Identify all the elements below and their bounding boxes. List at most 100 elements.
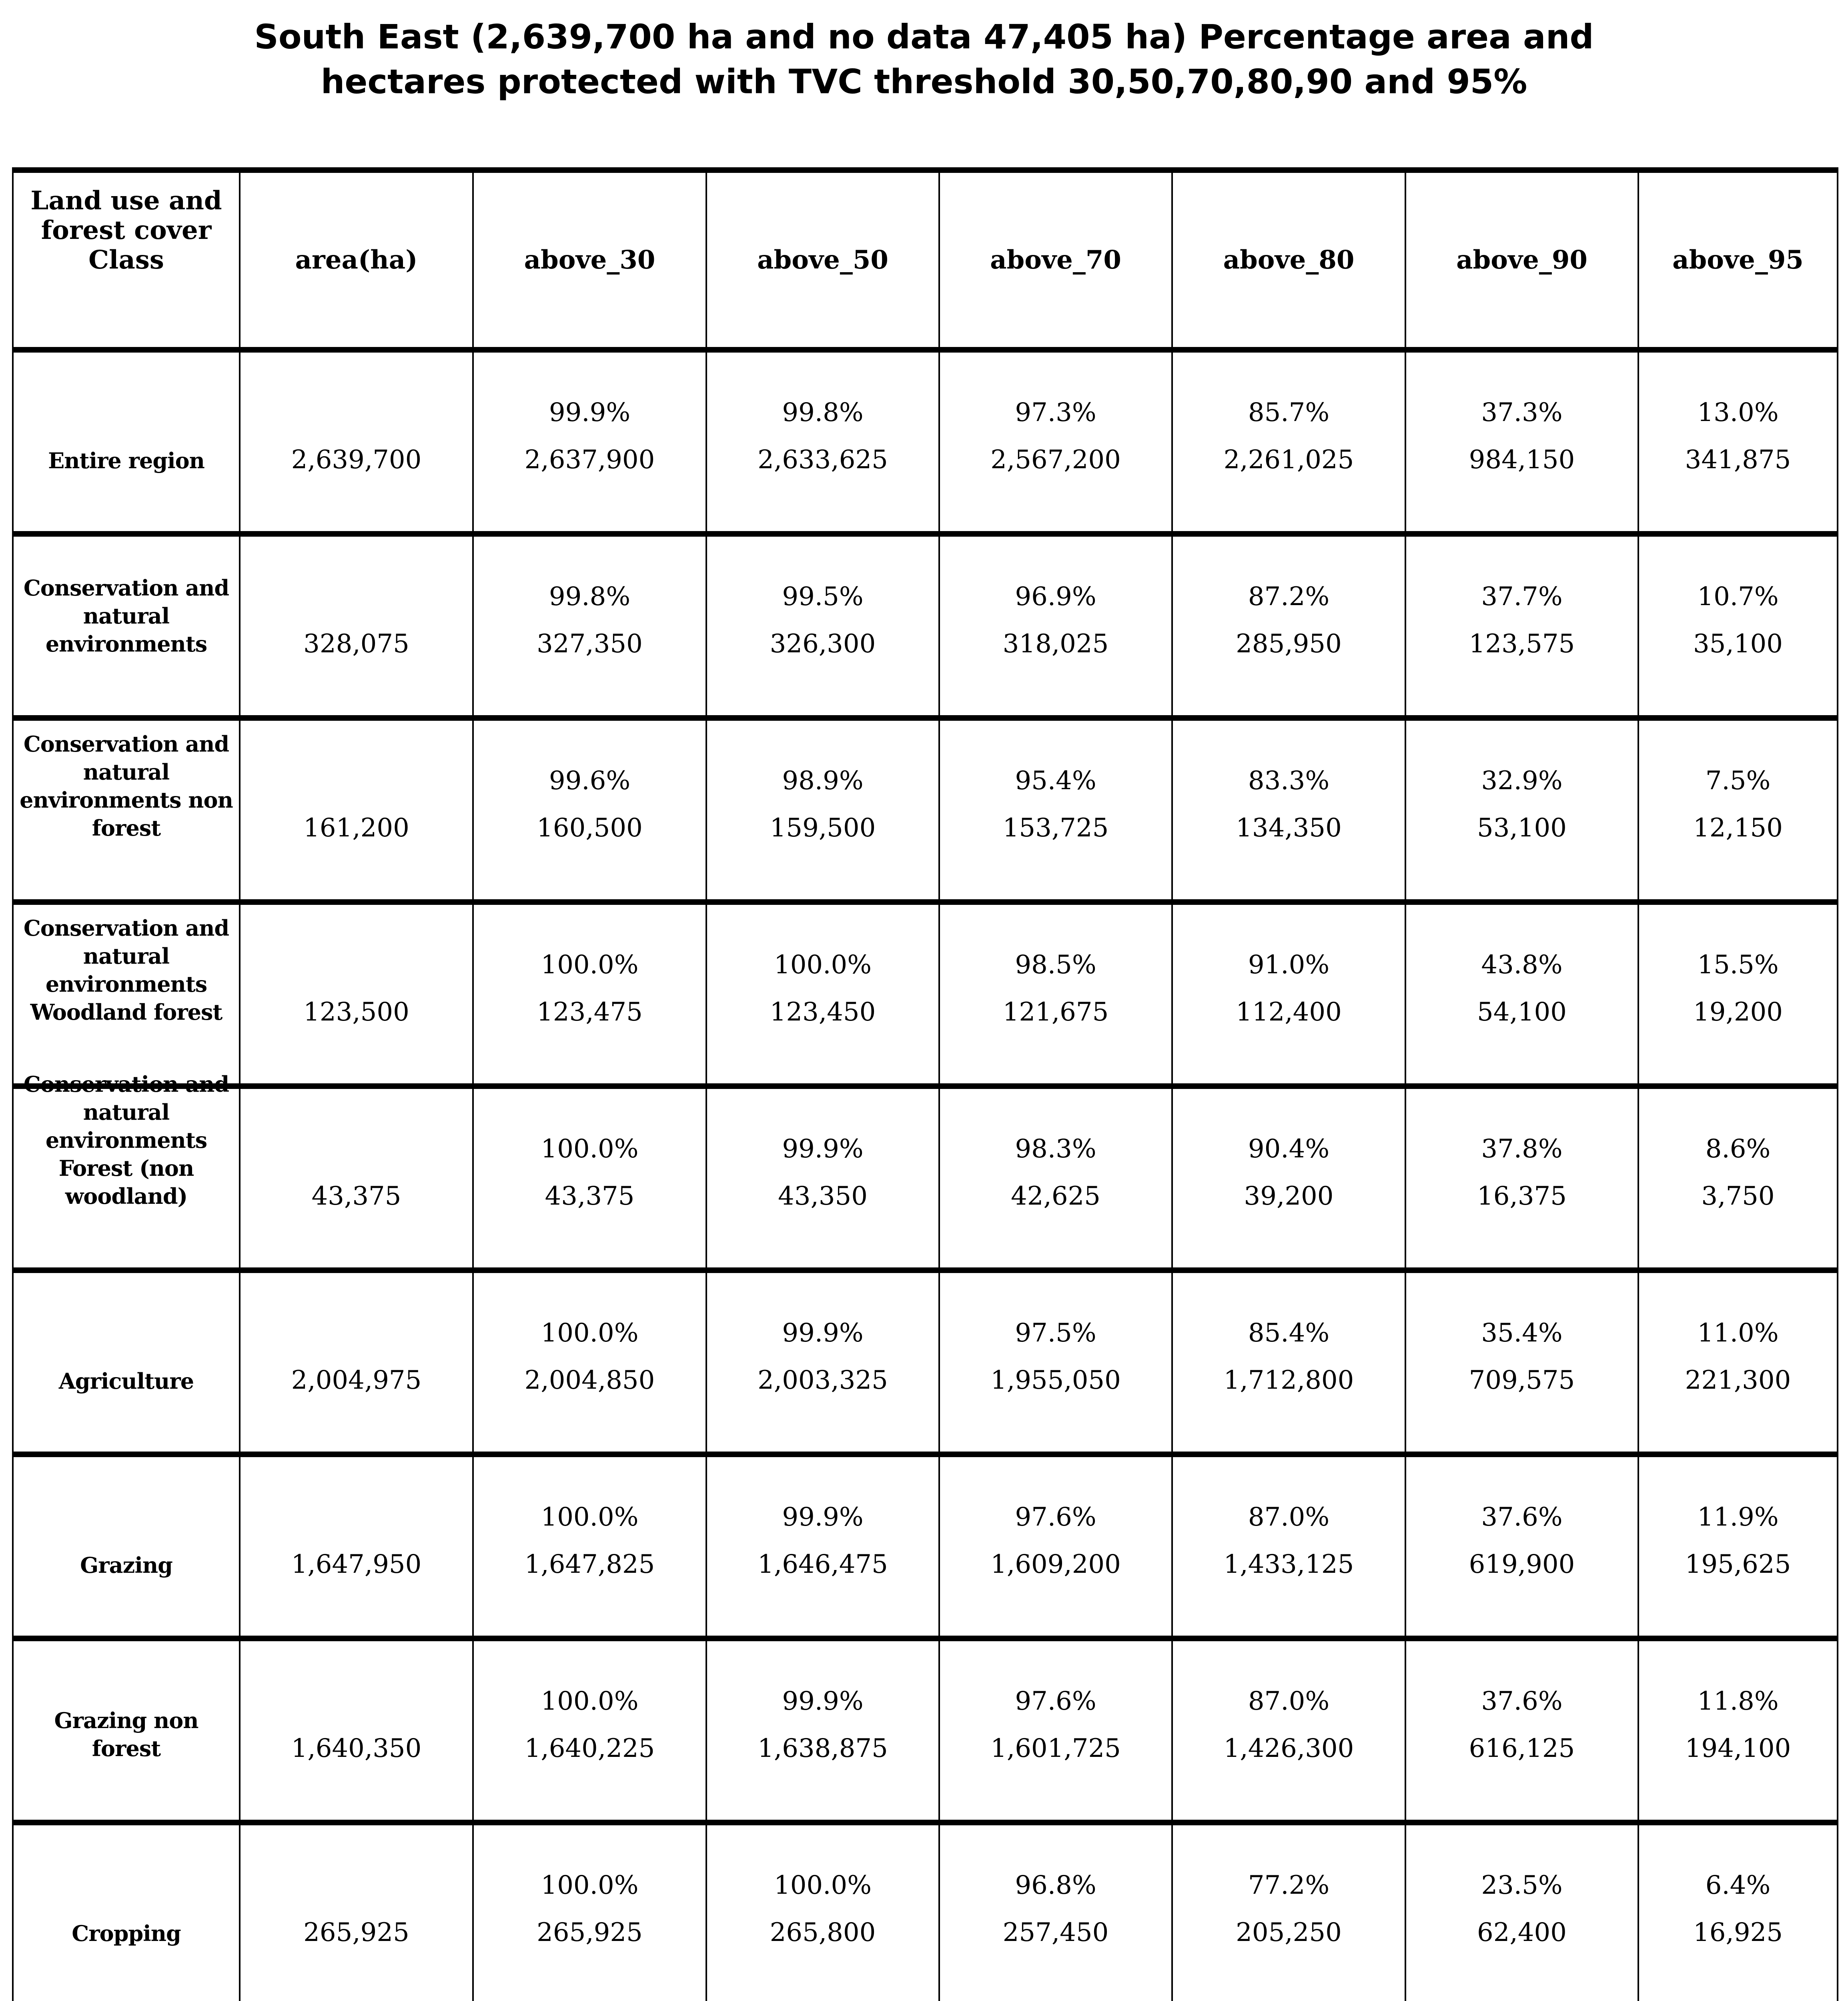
pct-ha-value: 100.0% 123,475 xyxy=(537,950,643,1027)
row-label: Conservation and natural environments no… xyxy=(20,731,233,841)
value-cell: 99.5% 326,300 xyxy=(706,531,940,718)
pct-ha-value: 99.6% 160,500 xyxy=(537,766,643,843)
value-cell: 10.7% 35,100 xyxy=(1638,531,1838,718)
pct-ha-value: 83.3% 134,350 xyxy=(1236,766,1342,843)
value-cell: 90.4% 39,200 xyxy=(1171,1083,1406,1270)
tvc-protection-table-wrap: Land use and forest cover Class area(ha) a… xyxy=(12,167,1838,2001)
value-cell: 11.0% 221,300 xyxy=(1638,1267,1838,1454)
pct-ha-value: 7.5% 12,150 xyxy=(1693,766,1783,843)
value-cell: 77.2% 205,250 xyxy=(1171,1820,1406,2001)
pct-ha-value: 37.6% 616,125 xyxy=(1469,1686,1575,1763)
value-cell: 98.5% 121,675 xyxy=(938,899,1173,1086)
pct-ha-value: 77.2% 205,250 xyxy=(1236,1871,1342,1947)
row-label: Conservation and natural environments Wo… xyxy=(23,915,229,1025)
tvc-protection-table: Land use and forest cover Class area(ha) a… xyxy=(12,167,1838,2001)
value-cell: 97.5% 1,955,050 xyxy=(938,1267,1173,1454)
value-cell: 7.5% 12,150 xyxy=(1638,715,1838,902)
table-row: Grazing 1,647,950 100.0% 1,647,825 99.9% 1,… xyxy=(12,1452,1838,1638)
pct-ha-value: 43.8% 54,100 xyxy=(1477,950,1567,1027)
table-body: Entire region 2,639,700 99.9% 2,637,900 99.… xyxy=(12,347,1838,2001)
area-cell: 43,375 xyxy=(239,1083,474,1270)
table-row: Conservation and natural environments no… xyxy=(12,715,1838,902)
area-value: 265,925 xyxy=(303,1918,409,1947)
pct-ha-value: 98.9% 159,500 xyxy=(770,766,876,843)
pct-ha-value: 97.3% 2,567,200 xyxy=(990,398,1121,475)
column-header-text: above_95 xyxy=(1672,245,1804,275)
pct-ha-value: 85.7% 2,261,025 xyxy=(1223,398,1354,475)
area-cell: 2,639,700 xyxy=(239,347,474,534)
row-label: Entire region xyxy=(48,448,205,473)
area-cell: 328,075 xyxy=(239,531,474,718)
pct-ha-value: 99.8% 327,350 xyxy=(537,582,643,659)
area-cell: 123,500 xyxy=(239,899,474,1086)
row-label: Conservation and natural environments xyxy=(23,575,229,657)
area-cell: 1,647,950 xyxy=(239,1452,474,1638)
pct-ha-value: 100.0% 43,375 xyxy=(541,1134,639,1211)
value-cell: 100.0% 123,450 xyxy=(706,899,940,1086)
area-value: 1,647,950 xyxy=(291,1550,422,1579)
row-label-cell: Grazing non forest xyxy=(12,1636,241,1823)
area-value: 2,004,975 xyxy=(291,1365,422,1395)
pct-ha-value: 100.0% 2,004,850 xyxy=(524,1318,655,1395)
value-cell: 99.9% 43,350 xyxy=(706,1083,940,1270)
value-cell: 100.0% 265,925 xyxy=(472,1820,707,2001)
column-header-1: area(ha) xyxy=(239,170,474,353)
column-header-text: above_30 xyxy=(524,245,655,275)
table-row: Entire region 2,639,700 99.9% 2,637,900 99.… xyxy=(12,347,1838,534)
column-header-text: above_50 xyxy=(757,245,888,275)
pct-ha-value: 37.8% 16,375 xyxy=(1477,1134,1567,1211)
area-value: 2,639,700 xyxy=(291,445,422,475)
pct-ha-value: 87.2% 285,950 xyxy=(1236,582,1342,659)
value-cell: 37.6% 619,900 xyxy=(1405,1452,1639,1638)
pct-ha-value: 11.0% 221,300 xyxy=(1685,1318,1791,1395)
row-label-cell: Conservation and natural environments xyxy=(12,531,241,718)
value-cell: 99.8% 2,633,625 xyxy=(706,347,940,534)
pct-ha-value: 32.9% 53,100 xyxy=(1477,766,1567,843)
value-cell: 87.0% 1,426,300 xyxy=(1171,1636,1406,1823)
value-cell: 100.0% 43,375 xyxy=(472,1083,707,1270)
value-cell: 98.3% 42,625 xyxy=(938,1083,1173,1270)
pct-ha-value: 98.3% 42,625 xyxy=(1011,1134,1100,1211)
column-header-6: above_90 xyxy=(1405,170,1639,353)
pct-ha-value: 35.4% 709,575 xyxy=(1469,1318,1575,1395)
value-cell: 100.0% 2,004,850 xyxy=(472,1267,707,1454)
pct-ha-value: 91.0% 112,400 xyxy=(1236,950,1342,1027)
pct-ha-value: 100.0% 265,800 xyxy=(770,1871,876,1947)
row-label: Grazing xyxy=(80,1552,173,1578)
value-cell: 95.4% 153,725 xyxy=(938,715,1173,902)
area-value: 1,640,350 xyxy=(291,1734,422,1763)
value-cell: 32.9% 53,100 xyxy=(1405,715,1639,902)
header-row: Land use and forest cover Class area(ha) a… xyxy=(12,170,1838,353)
value-cell: 100.0% 1,640,225 xyxy=(472,1636,707,1823)
pct-ha-value: 37.7% 123,575 xyxy=(1469,582,1575,659)
value-cell: 8.6% 3,750 xyxy=(1638,1083,1838,1270)
value-cell: 37.3% 984,150 xyxy=(1405,347,1639,534)
area-cell: 161,200 xyxy=(239,715,474,902)
value-cell: 85.7% 2,261,025 xyxy=(1171,347,1406,534)
pct-ha-value: 96.9% 318,025 xyxy=(1002,582,1109,659)
row-label-cell: Conservation and natural environments Wo… xyxy=(12,899,241,1086)
value-cell: 99.9% 2,637,900 xyxy=(472,347,707,534)
pct-ha-value: 99.9% 2,637,900 xyxy=(524,398,655,475)
pct-ha-value: 99.9% 2,003,325 xyxy=(758,1318,888,1395)
value-cell: 99.9% 2,003,325 xyxy=(706,1267,940,1454)
column-header-text: above_80 xyxy=(1223,245,1355,275)
value-cell: 11.9% 195,625 xyxy=(1638,1452,1838,1638)
row-label: Conservation and natural environments Fo… xyxy=(23,1071,229,1209)
pct-ha-value: 23.5% 62,400 xyxy=(1477,1871,1567,1947)
pct-ha-value: 97.5% 1,955,050 xyxy=(990,1318,1121,1395)
value-cell: 37.7% 123,575 xyxy=(1405,531,1639,718)
row-label: Cropping xyxy=(72,1921,181,1946)
pct-ha-value: 97.6% 1,609,200 xyxy=(990,1502,1121,1579)
pct-ha-value: 37.6% 619,900 xyxy=(1469,1502,1575,1579)
value-cell: 97.6% 1,601,725 xyxy=(938,1636,1173,1823)
value-cell: 37.6% 616,125 xyxy=(1405,1636,1639,1823)
value-cell: 96.8% 257,450 xyxy=(938,1820,1173,2001)
row-label-cell: Cropping xyxy=(12,1820,241,2001)
pct-ha-value: 87.0% 1,426,300 xyxy=(1223,1686,1354,1763)
value-cell: 96.9% 318,025 xyxy=(938,531,1173,718)
pct-ha-value: 11.9% 195,625 xyxy=(1685,1502,1791,1579)
row-label-cell: Entire region xyxy=(12,347,241,534)
column-header-text: area(ha) xyxy=(295,245,418,275)
